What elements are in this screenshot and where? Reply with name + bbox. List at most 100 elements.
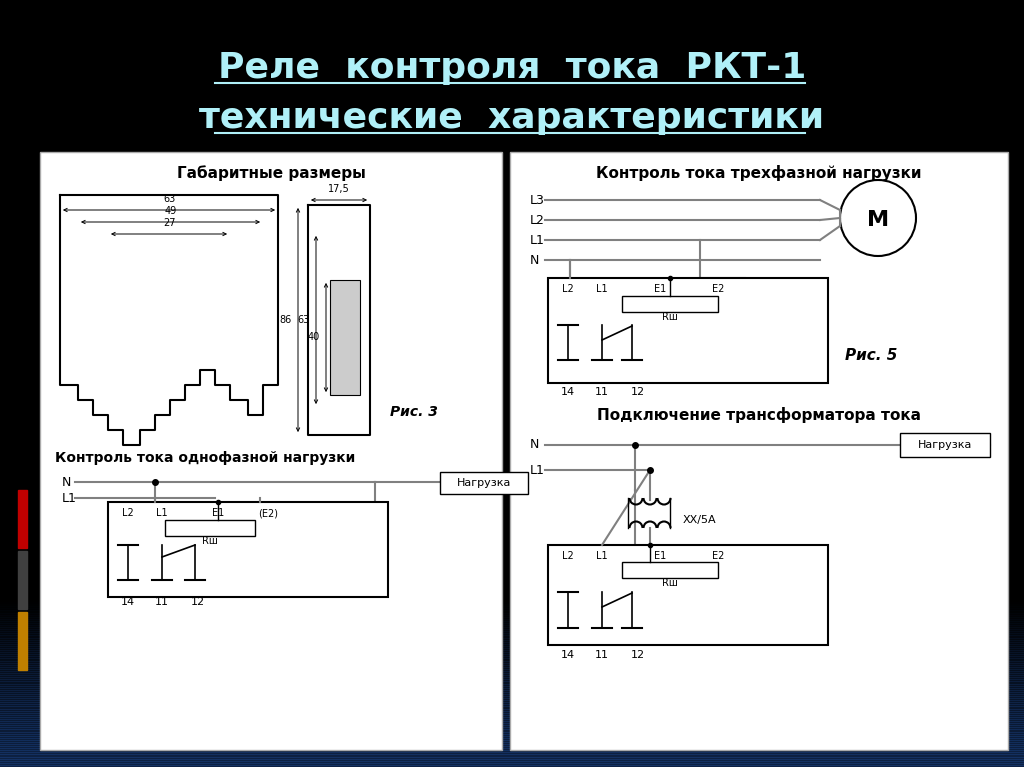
Bar xyxy=(0,629,1024,632)
Bar xyxy=(0,692,1024,695)
Bar xyxy=(0,627,1024,630)
Bar xyxy=(0,671,1024,674)
Text: N: N xyxy=(62,476,72,489)
Bar xyxy=(0,608,1024,611)
Bar xyxy=(0,606,1024,609)
Text: 11: 11 xyxy=(155,597,169,607)
Bar xyxy=(0,631,1024,634)
Text: Rш: Rш xyxy=(663,312,678,322)
Bar xyxy=(0,665,1024,668)
Bar xyxy=(0,742,1024,745)
Bar xyxy=(0,723,1024,726)
Bar xyxy=(900,433,990,457)
Text: L1: L1 xyxy=(530,233,545,246)
Bar xyxy=(0,637,1024,640)
Bar xyxy=(0,746,1024,749)
Text: Rш: Rш xyxy=(663,578,678,588)
Bar xyxy=(0,648,1024,651)
Bar xyxy=(0,644,1024,647)
Text: N: N xyxy=(530,254,540,266)
Text: 12: 12 xyxy=(190,597,205,607)
Bar xyxy=(548,278,828,383)
Text: L1: L1 xyxy=(596,284,608,294)
Bar xyxy=(0,750,1024,753)
Text: L1: L1 xyxy=(530,463,545,476)
Bar xyxy=(0,604,1024,607)
Text: Контроль тока трехфазной нагрузки: Контроль тока трехфазной нагрузки xyxy=(596,165,922,181)
Bar xyxy=(0,713,1024,716)
Bar xyxy=(330,280,360,395)
Bar xyxy=(0,625,1024,628)
Text: 17,5: 17,5 xyxy=(328,184,350,194)
Text: L1: L1 xyxy=(62,492,77,505)
Bar xyxy=(0,761,1024,764)
Text: 14: 14 xyxy=(561,650,575,660)
Bar xyxy=(0,673,1024,676)
Bar xyxy=(0,756,1024,759)
Bar xyxy=(0,640,1024,643)
Bar xyxy=(0,711,1024,714)
Bar xyxy=(0,614,1024,617)
Text: Габаритные размеры: Габаритные размеры xyxy=(176,165,366,181)
Bar xyxy=(0,759,1024,762)
Text: Rш: Rш xyxy=(202,536,218,546)
Bar xyxy=(0,727,1024,730)
Bar xyxy=(0,683,1024,686)
Bar xyxy=(0,704,1024,707)
Text: L2: L2 xyxy=(562,551,573,561)
Bar xyxy=(440,472,528,494)
Text: E1: E1 xyxy=(212,508,224,518)
Bar xyxy=(622,296,718,312)
Bar xyxy=(0,726,1024,729)
Bar xyxy=(510,152,1008,750)
Text: 63: 63 xyxy=(163,194,175,204)
Bar xyxy=(0,636,1024,639)
Bar xyxy=(0,698,1024,701)
Text: Рис. 3: Рис. 3 xyxy=(390,405,438,419)
Text: 14: 14 xyxy=(121,597,135,607)
Bar xyxy=(0,706,1024,709)
Bar xyxy=(0,619,1024,622)
Text: L3: L3 xyxy=(530,193,545,206)
Bar xyxy=(0,700,1024,703)
Text: Подключение трансформатора тока: Подключение трансформатора тока xyxy=(597,407,921,423)
Bar xyxy=(0,611,1024,614)
Bar xyxy=(0,650,1024,653)
Bar xyxy=(0,763,1024,766)
Bar xyxy=(0,646,1024,649)
Bar xyxy=(165,520,255,536)
Bar xyxy=(0,749,1024,752)
Text: L1: L1 xyxy=(157,508,168,518)
Text: 86: 86 xyxy=(280,315,292,325)
Text: L2: L2 xyxy=(122,508,134,518)
Bar xyxy=(548,545,828,645)
Text: Нагрузка: Нагрузка xyxy=(457,478,511,488)
Bar xyxy=(0,681,1024,684)
Bar xyxy=(0,740,1024,743)
Text: 40: 40 xyxy=(308,333,319,343)
Text: 63: 63 xyxy=(298,315,310,325)
Bar xyxy=(0,736,1024,739)
Bar xyxy=(0,744,1024,747)
Text: 12: 12 xyxy=(631,650,645,660)
Bar xyxy=(0,688,1024,691)
Text: E1: E1 xyxy=(654,284,667,294)
Bar xyxy=(18,551,27,609)
Bar xyxy=(0,600,1024,603)
Text: Нагрузка: Нагрузка xyxy=(918,440,972,450)
Bar xyxy=(18,490,27,548)
Bar xyxy=(0,657,1024,660)
Text: 11: 11 xyxy=(595,387,609,397)
Bar xyxy=(0,652,1024,655)
Text: технические  характеристики: технические характеристики xyxy=(200,101,824,135)
Bar xyxy=(0,686,1024,689)
Bar xyxy=(0,752,1024,755)
Bar xyxy=(0,715,1024,718)
Bar xyxy=(0,660,1024,663)
Bar xyxy=(0,729,1024,732)
Text: 27: 27 xyxy=(163,218,175,228)
Text: Реле  контроля  тока  РКТ-1: Реле контроля тока РКТ-1 xyxy=(218,51,806,85)
Bar xyxy=(0,654,1024,657)
Bar xyxy=(0,680,1024,683)
Circle shape xyxy=(840,180,916,256)
